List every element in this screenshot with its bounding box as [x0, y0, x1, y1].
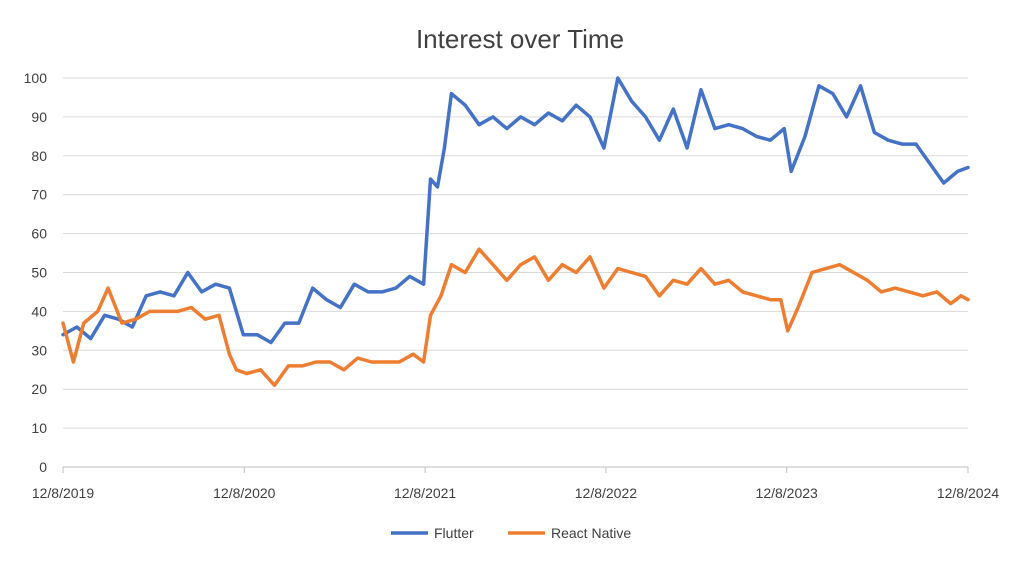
- y-tick-label: 100: [24, 70, 48, 86]
- y-tick-label: 90: [31, 109, 47, 125]
- x-tick-label: 12/8/2022: [575, 485, 637, 501]
- series-line-react-native: [61, 247, 970, 388]
- y-tick-label: 0: [39, 459, 47, 475]
- y-tick-label: 30: [31, 342, 47, 358]
- gridlines: [63, 77, 968, 429]
- tick-labels: 0 10 20 30 40 50 60 70 80 90 100 12/8/2019 12/8/2020…: [24, 70, 1000, 501]
- y-tick-label: 60: [31, 226, 47, 242]
- x-tick-label: 12/8/2024: [937, 485, 999, 501]
- axes: [62, 466, 969, 473]
- y-tick-label: 10: [31, 420, 47, 436]
- y-tick-label: 50: [31, 265, 47, 281]
- y-tick-label: 80: [31, 148, 47, 164]
- legend-label: React Native: [551, 525, 631, 541]
- chart-title: Interest over Time: [416, 24, 624, 54]
- x-tick-label: 12/8/2021: [394, 485, 456, 501]
- x-tick-label: 12/8/2023: [756, 485, 818, 501]
- series-line-flutter: [61, 76, 970, 345]
- x-tick-label: 12/8/2020: [213, 485, 275, 501]
- series-lines: [61, 76, 970, 388]
- x-tick-label: 12/8/2019: [32, 485, 94, 501]
- y-tick-label: 20: [31, 381, 47, 397]
- legend: Flutter React Native: [391, 525, 631, 541]
- legend-label: Flutter: [434, 525, 474, 541]
- y-tick-label: 70: [31, 187, 47, 203]
- y-tick-label: 40: [31, 303, 47, 319]
